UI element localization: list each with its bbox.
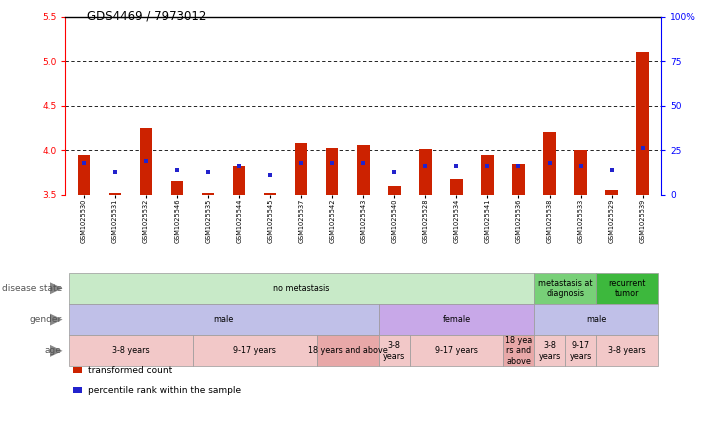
Bar xyxy=(481,154,493,195)
Bar xyxy=(295,143,307,195)
Text: GDS4469 / 7973012: GDS4469 / 7973012 xyxy=(87,9,206,22)
Text: 3-8 years: 3-8 years xyxy=(609,346,646,355)
Polygon shape xyxy=(50,345,63,357)
Bar xyxy=(109,193,122,195)
Bar xyxy=(264,193,277,195)
Bar xyxy=(77,154,90,195)
Bar xyxy=(202,193,214,195)
Text: no metastasis: no metastasis xyxy=(273,284,329,293)
Bar xyxy=(171,181,183,195)
Text: 3-8 years: 3-8 years xyxy=(112,346,149,355)
Bar xyxy=(512,165,525,195)
Text: male: male xyxy=(586,315,606,324)
Text: age: age xyxy=(45,346,62,355)
Text: 18 years and above: 18 years and above xyxy=(308,346,387,355)
Text: gender: gender xyxy=(30,315,62,324)
Text: male: male xyxy=(213,315,234,324)
Bar xyxy=(388,186,400,195)
Text: 9-17
years: 9-17 years xyxy=(570,341,592,360)
Bar xyxy=(574,150,587,195)
Text: metastasis at
diagnosis: metastasis at diagnosis xyxy=(538,279,592,298)
Text: percentile rank within the sample: percentile rank within the sample xyxy=(88,386,241,395)
Bar xyxy=(605,190,618,195)
Text: recurrent
tumor: recurrent tumor xyxy=(609,279,646,298)
Bar xyxy=(326,148,338,195)
Bar xyxy=(543,132,556,195)
Bar xyxy=(233,166,245,195)
Bar xyxy=(140,128,152,195)
Bar xyxy=(450,179,463,195)
Text: disease state: disease state xyxy=(1,284,62,293)
Text: 3-8
years: 3-8 years xyxy=(383,341,405,360)
Text: 9-17 years: 9-17 years xyxy=(233,346,276,355)
Text: transformed count: transformed count xyxy=(88,365,172,375)
Bar xyxy=(357,145,370,195)
Polygon shape xyxy=(50,313,63,326)
Bar xyxy=(419,149,432,195)
Text: female: female xyxy=(442,315,471,324)
Text: 9-17 years: 9-17 years xyxy=(435,346,478,355)
Text: 3-8
years: 3-8 years xyxy=(538,341,561,360)
Text: 18 yea
rs and
above: 18 yea rs and above xyxy=(505,336,532,366)
Bar xyxy=(636,52,649,195)
Polygon shape xyxy=(50,282,63,294)
